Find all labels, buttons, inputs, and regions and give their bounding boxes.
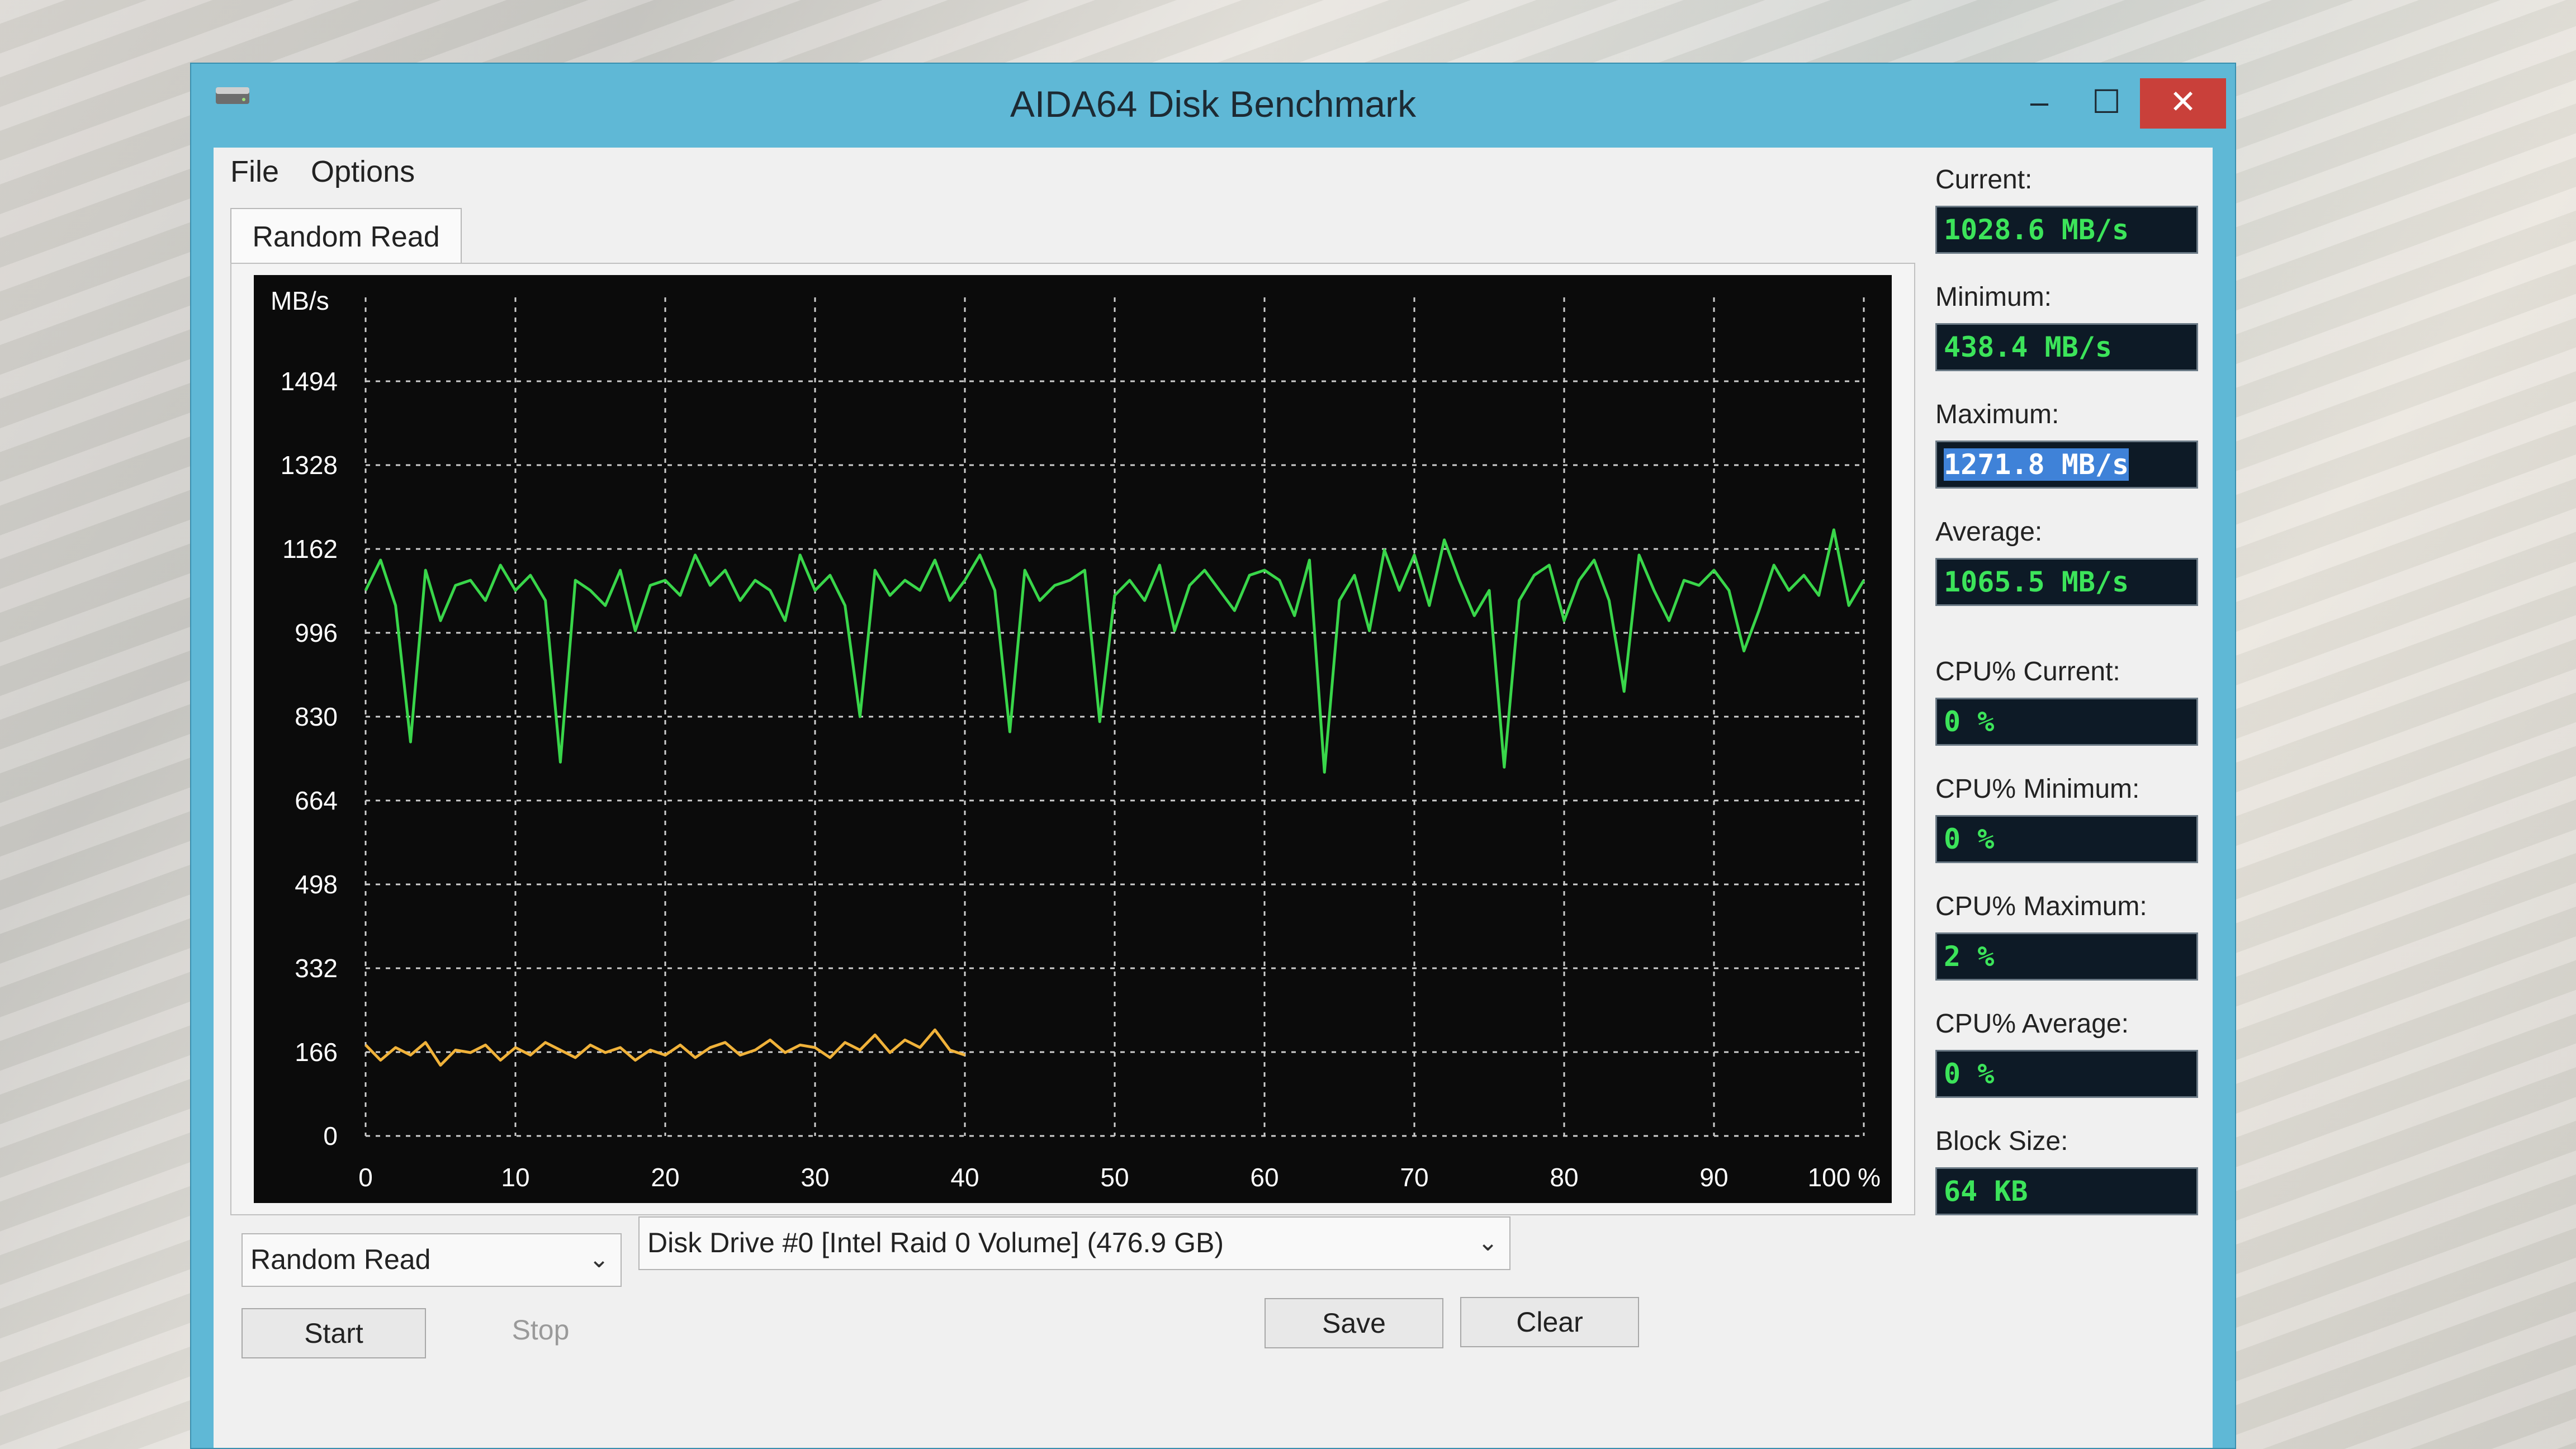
stats-sidebar: Current: 1028.6 MB/s Minimum: 438.4 MB/s… — [1930, 148, 2220, 1433]
start-button[interactable]: Start — [242, 1308, 426, 1358]
block-size-label: Block Size: — [1935, 1126, 2068, 1156]
cpu-maximum-value: 2 % — [1935, 932, 2198, 981]
maximum-value-text: 1271.8 MB/s — [1944, 448, 2129, 481]
cpu-current-label: CPU% Current: — [1935, 657, 2120, 686]
x-tick-label: 10 — [501, 1163, 529, 1192]
save-button[interactable]: Save — [1265, 1298, 1443, 1348]
menu-bar: File Options — [214, 148, 2213, 203]
y-tick-label: 166 — [295, 1038, 338, 1067]
cpu-average-label: CPU% Average: — [1935, 1009, 2129, 1039]
cpu-current-value: 0 % — [1935, 698, 2198, 746]
y-tick-label: 830 — [295, 702, 338, 731]
y-tick-label: 996 — [295, 618, 338, 647]
cpu-minimum-label: CPU% Minimum: — [1935, 774, 2140, 804]
x-tick-label: 20 — [651, 1163, 679, 1192]
title-bar[interactable]: AIDA64 Disk Benchmark – ☐ ✕ — [191, 64, 2235, 148]
clear-button[interactable]: Clear — [1460, 1297, 1639, 1347]
y-tick-label: 0 — [323, 1121, 338, 1150]
test-type-select[interactable]: Random Read ⌄ — [242, 1233, 622, 1287]
x-tick-label: 40 — [950, 1163, 979, 1192]
test-type-select-value: Random Read — [250, 1244, 431, 1275]
tab-random-read[interactable]: Random Read — [230, 208, 462, 265]
menu-options[interactable]: Options — [311, 155, 415, 188]
minimum-value: 438.4 MB/s — [1935, 323, 2198, 371]
y-tick-label: 332 — [295, 954, 338, 983]
x-tick-label: 60 — [1250, 1163, 1278, 1192]
benchmark-window: AIDA64 Disk Benchmark – ☐ ✕ File Options… — [190, 63, 2236, 1449]
window-title: AIDA64 Disk Benchmark — [1010, 83, 1417, 125]
chart-svg: 0 166 332 498 664 830 996 1162 1328 1494 0 10 20 30 40… — [271, 286, 1881, 1192]
block-size-value: 64 KB — [1935, 1167, 2198, 1215]
benchmark-chart: 0 166 332 498 664 830 996 1162 1328 1494 0 10 20 30 40… — [254, 275, 1892, 1203]
y-tick-label: 498 — [295, 870, 338, 899]
menu-file[interactable]: File — [230, 155, 280, 188]
minimum-label: Minimum: — [1935, 282, 2052, 312]
y-tick-label: 1328 — [281, 451, 338, 480]
x-tick-label: 30 — [801, 1163, 829, 1192]
cpu-minimum-value: 0 % — [1935, 815, 2198, 863]
client-area: File Options Random Read 0 166 332 498 664 83… — [214, 148, 2213, 1448]
maximum-value[interactable]: 1271.8 MB/s — [1935, 441, 2198, 489]
current-value: 1028.6 MB/s — [1935, 206, 2198, 254]
disk-drive-icon[interactable] — [215, 85, 252, 107]
average-value: 1065.5 MB/s — [1935, 558, 2198, 606]
chart-grid — [364, 297, 1865, 1137]
y-axis-label: MB/s — [271, 286, 329, 315]
x-tick-label: 0 — [358, 1163, 373, 1192]
y-tick-label: 1162 — [282, 534, 338, 564]
stop-button[interactable]: Stop — [512, 1314, 570, 1346]
cpu-maximum-label: CPU% Maximum: — [1935, 892, 2147, 921]
maximize-button[interactable]: ☐ — [2092, 84, 2121, 120]
average-label: Average: — [1935, 517, 2043, 547]
y-tick-label: 664 — [295, 786, 338, 815]
x-tick-label: 70 — [1400, 1163, 1428, 1192]
chevron-down-icon[interactable]: ⌄ — [589, 1246, 609, 1273]
x-tick-label: 100 % — [1808, 1163, 1881, 1192]
x-tick-label: 80 — [1550, 1163, 1578, 1192]
maximum-label: Maximum: — [1935, 400, 2059, 429]
chart-panel: 0 166 332 498 664 830 996 1162 1328 1494 0 10 20 30 40… — [230, 263, 1915, 1215]
series-line-1 — [364, 1028, 965, 1067]
y-tick-label: 1494 — [281, 367, 338, 396]
x-tick-label: 90 — [1699, 1163, 1728, 1192]
x-tick-label: 50 — [1100, 1163, 1129, 1192]
drive-select[interactable]: Disk Drive #0 [Intel Raid 0 Volume] (476… — [638, 1216, 1510, 1270]
minimize-button[interactable]: – — [2030, 84, 2049, 120]
chevron-down-icon[interactable]: ⌄ — [1478, 1229, 1498, 1256]
chart-series — [364, 528, 1865, 1067]
drive-select-value: Disk Drive #0 [Intel Raid 0 Volume] (476… — [647, 1227, 1224, 1258]
cpu-average-value: 0 % — [1935, 1050, 2198, 1098]
chart-ticks: 0 166 332 498 664 830 996 1162 1328 1494 0 10 20 30 40… — [281, 367, 1881, 1192]
current-label: Current: — [1935, 165, 2033, 195]
series-line-0 — [364, 528, 1865, 774]
close-button[interactable]: ✕ — [2140, 78, 2226, 129]
